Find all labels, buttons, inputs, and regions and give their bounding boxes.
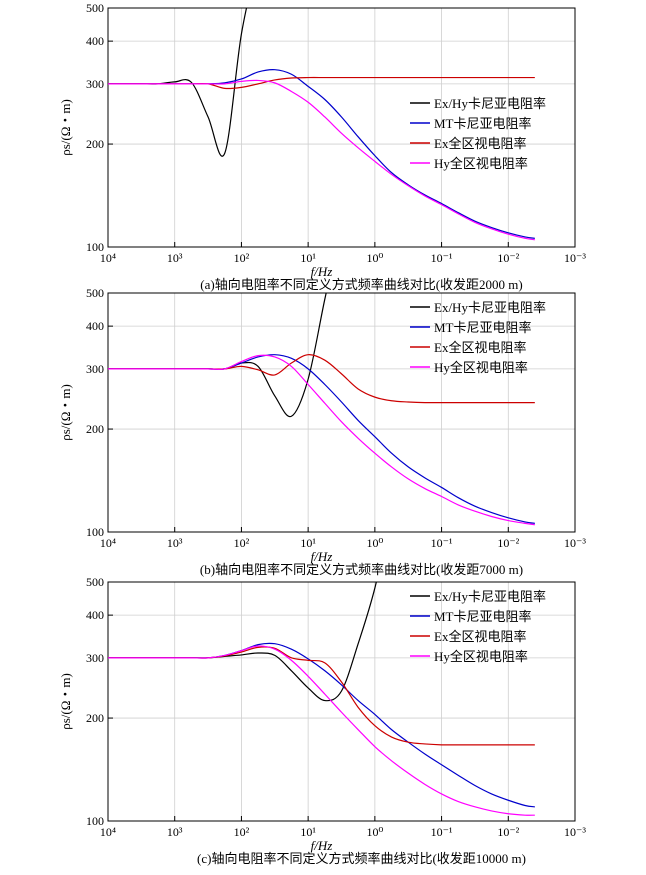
x-tick-label: 10¹ (300, 825, 316, 839)
x-tick-label: 10⁻¹ (431, 536, 453, 550)
series-line (108, 354, 535, 524)
series-line (108, 642, 535, 808)
x-tick-label: 10⁻³ (564, 825, 586, 839)
x-tick-label: 10³ (167, 251, 183, 265)
y-axis-label: ρs/(Ω・m) (58, 673, 73, 730)
y-tick-label: 400 (86, 34, 104, 48)
y-tick-label: 500 (86, 575, 104, 589)
x-tick-label: 10⁰ (366, 536, 383, 550)
x-tick-label: 10⁴ (100, 251, 116, 265)
x-tick-label: 10¹ (300, 251, 316, 265)
y-tick-label: 200 (86, 711, 104, 725)
legend-label: Hy全区视电阻率 (434, 156, 528, 171)
y-tick-label: 100 (86, 814, 104, 828)
x-tick-label: 10² (234, 251, 250, 265)
y-tick-label: 300 (86, 77, 104, 91)
x-tick-label: 10⁻³ (564, 251, 586, 265)
series-line (108, 8, 248, 157)
x-tick-label: 10⁻² (497, 536, 519, 550)
legend-label: MT卡尼亚电阻率 (434, 320, 532, 335)
series-line (108, 354, 535, 526)
x-tick-label: 10¹ (300, 536, 316, 550)
x-tick-label: 10² (234, 536, 250, 550)
legend-label: MT卡尼亚电阻率 (434, 609, 532, 624)
x-tick-label: 10⁻¹ (431, 825, 453, 839)
caption: (b)轴向电阻率不同定义方式频率曲线对比(收发距7000 m) (200, 562, 523, 577)
plot-frame (107, 581, 576, 822)
chart: 10⁴ 10³ 10² 10¹ 10⁰ 10⁻¹ 10⁻² 10⁻³ 100 200 300 400 5… (58, 1, 586, 292)
y-tick-label: 500 (86, 286, 104, 300)
series-line (108, 76, 535, 90)
x-tick-label: 10⁻¹ (431, 251, 453, 265)
x-tick-label: 10⁴ (100, 536, 116, 550)
x-tick-label: 10⁻² (497, 825, 519, 839)
plot-frame (107, 7, 576, 248)
chart: 10⁴ 10³ 10² 10¹ 10⁰ 10⁻¹ 10⁻² 10⁻³ 100 200 300 400 5… (58, 286, 586, 577)
caption: (a)轴向电阻率不同定义方式频率曲线对比(收发距2000 m) (200, 277, 522, 292)
legend-label: Ex/Hy卡尼亚电阻率 (434, 589, 546, 604)
y-tick-label: 100 (86, 525, 104, 539)
chart: 10⁴ 10³ 10² 10¹ 10⁰ 10⁻¹ 10⁻² 10⁻³ 100 200 300 400 5… (58, 575, 586, 866)
x-tick-label: 10³ (167, 825, 183, 839)
series-line (108, 79, 535, 241)
y-tick-label: 100 (86, 240, 104, 254)
y-tick-label: 200 (86, 137, 104, 151)
series-line (108, 582, 377, 702)
x-tick-label: 10² (234, 825, 250, 839)
legend-label: Hy全区视电阻率 (434, 360, 528, 375)
series-line (108, 645, 535, 816)
caption: (c)轴向电阻率不同定义方式频率曲线对比(收发距10000 m) (197, 851, 526, 866)
x-tick-label: 10⁻² (497, 251, 519, 265)
legend-label: Ex/Hy卡尼亚电阻率 (434, 96, 546, 111)
y-axis-label: ρs/(Ω・m) (58, 99, 73, 156)
x-axis-label: f/Hz (311, 838, 333, 853)
legend-label: Ex全区视电阻率 (434, 136, 526, 151)
y-tick-label: 300 (86, 651, 104, 665)
legend-label: Ex全区视电阻率 (434, 340, 526, 355)
legend-label: Ex/Hy卡尼亚电阻率 (434, 300, 546, 315)
y-axis-label: ρs/(Ω・m) (58, 384, 73, 441)
legend-label: MT卡尼亚电阻率 (434, 116, 532, 131)
series-line (108, 69, 535, 239)
x-axis-label: f/Hz (311, 264, 333, 279)
x-tick-label: 10⁴ (100, 825, 116, 839)
y-tick-label: 400 (86, 319, 104, 333)
legend-label: Hy全区视电阻率 (434, 649, 528, 664)
x-tick-label: 10⁰ (366, 251, 383, 265)
x-tick-label: 10⁰ (366, 825, 383, 839)
legend-label: Ex全区视电阻率 (434, 629, 526, 644)
plot-frame (107, 292, 576, 533)
y-tick-label: 500 (86, 1, 104, 15)
x-tick-label: 10³ (167, 536, 183, 550)
x-tick-label: 10⁻³ (564, 536, 586, 550)
y-tick-label: 300 (86, 362, 104, 376)
x-axis-label: f/Hz (311, 549, 333, 564)
y-tick-label: 200 (86, 422, 104, 436)
y-tick-label: 400 (86, 608, 104, 622)
